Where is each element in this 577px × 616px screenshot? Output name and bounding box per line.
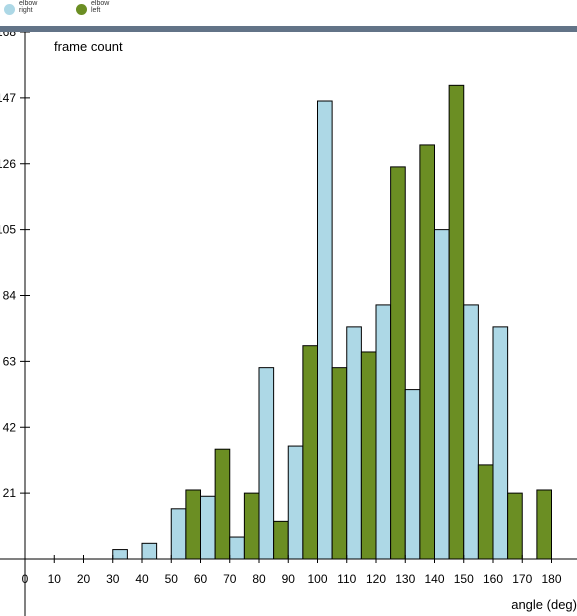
legend-label-left: elbow left xyxy=(91,0,110,14)
bar-right-140 xyxy=(434,229,450,560)
x-tick-label: 120 xyxy=(366,572,386,586)
x-tick-label: 180 xyxy=(541,572,561,586)
legend-label-right: elbow right xyxy=(19,0,38,14)
bar-right-150 xyxy=(463,304,479,560)
y-tick-label: 126 xyxy=(0,157,16,171)
x-tick-label: 110 xyxy=(337,572,356,586)
bar-right-100 xyxy=(317,100,333,560)
bar-right-60 xyxy=(200,495,216,560)
bar-right-80 xyxy=(258,367,275,560)
bar-right-70 xyxy=(229,536,245,560)
x-tick-label: 0 xyxy=(22,572,29,586)
x-tick-label: 100 xyxy=(307,572,327,586)
y-tick-label: 63 xyxy=(3,354,17,368)
legend-swatch-left xyxy=(76,4,87,15)
bar-right-90 xyxy=(287,445,304,560)
legend-item-left[interactable]: elbow left xyxy=(76,0,115,15)
y-tick-label: 84 xyxy=(3,289,17,303)
x-tick-label: 160 xyxy=(483,572,503,586)
x-tick-label: 80 xyxy=(252,572,266,586)
x-tick-label: 170 xyxy=(512,572,532,586)
y-tick-label: 168 xyxy=(0,32,16,39)
legend: elbow right elbow left xyxy=(0,0,577,26)
x-tick-label: 20 xyxy=(77,572,91,586)
bar-right-120 xyxy=(375,304,392,560)
x-tick-label: 70 xyxy=(223,572,237,586)
bar-left-130 xyxy=(419,144,435,560)
x-tick-label: 30 xyxy=(106,572,120,586)
x-tick-label: 150 xyxy=(454,572,474,586)
bar-left-80 xyxy=(273,520,289,560)
y-tick-label: 21 xyxy=(3,486,17,500)
bar-left-170 xyxy=(536,489,552,560)
x-tick-label: 60 xyxy=(194,572,208,586)
y-tick-label: 105 xyxy=(0,223,16,237)
bar-left-60 xyxy=(214,448,231,560)
bar-right-50 xyxy=(170,508,187,560)
x-axis-label: angle (deg) xyxy=(511,597,577,612)
bar-left-140 xyxy=(448,84,465,560)
x-tick-label: 40 xyxy=(135,572,149,586)
bar-right-160 xyxy=(492,326,509,560)
y-tick-label: 42 xyxy=(3,420,17,434)
histogram-chart: 21 42 63 84 105 126 147 168 0 10 20 30 40 50 60 70 80 90 1… xyxy=(0,32,577,616)
legend-swatch-right xyxy=(4,4,15,15)
bar-left-90 xyxy=(302,345,318,560)
y-tick-label: 147 xyxy=(0,91,16,105)
bar-left-100 xyxy=(331,367,348,560)
bar-right-40 xyxy=(141,542,158,560)
bar-left-120 xyxy=(390,166,406,560)
bar-left-150 xyxy=(477,464,494,560)
x-tick-label: 90 xyxy=(282,572,296,586)
legend-item-right[interactable]: elbow right xyxy=(4,0,43,15)
x-tick-label: 10 xyxy=(48,572,62,586)
x-tick-label: 50 xyxy=(165,572,179,586)
header-bar xyxy=(0,26,577,32)
bar-left-110 xyxy=(360,351,377,560)
bar-right-30 xyxy=(112,549,128,560)
bar-right-110 xyxy=(346,326,362,560)
bar-left-160 xyxy=(507,492,523,560)
x-tick-label: 140 xyxy=(424,572,444,586)
bar-right-130 xyxy=(404,389,421,560)
x-tick-label: 130 xyxy=(395,572,415,586)
bar-left-50 xyxy=(185,489,201,560)
bar-left-70 xyxy=(243,492,260,560)
y-axis-label: frame count xyxy=(54,39,123,54)
